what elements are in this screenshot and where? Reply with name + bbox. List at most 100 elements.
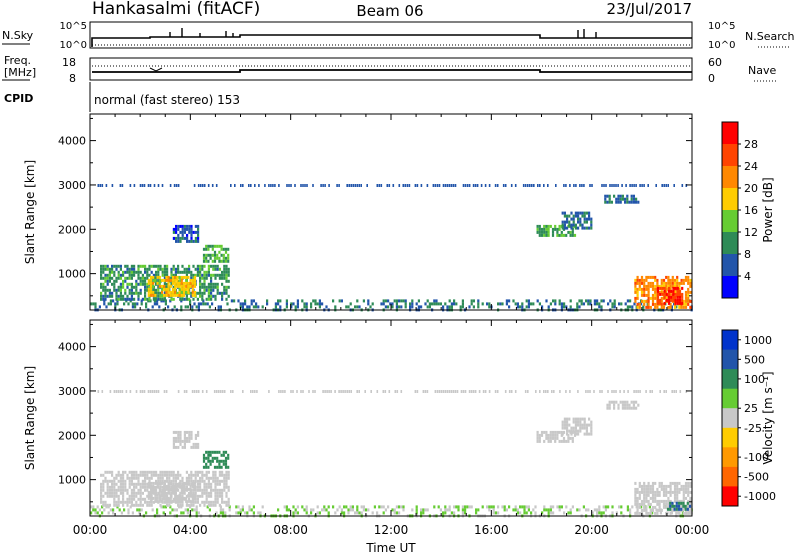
data-cell bbox=[182, 496, 186, 500]
data-cell bbox=[135, 291, 138, 295]
data-cell bbox=[127, 508, 130, 512]
data-cell bbox=[113, 285, 116, 289]
data-cell bbox=[354, 184, 356, 187]
data-cell bbox=[182, 293, 186, 297]
data-cell bbox=[100, 267, 103, 271]
data-cell bbox=[658, 481, 661, 485]
data-cell bbox=[204, 302, 207, 306]
data-cell bbox=[420, 508, 423, 512]
data-cell bbox=[131, 511, 134, 515]
colorbar-label: Velocity [m s⁻¹] bbox=[761, 371, 775, 464]
data-cell bbox=[305, 305, 308, 309]
data-cell bbox=[497, 511, 500, 515]
data-cell bbox=[222, 247, 225, 251]
data-cell bbox=[106, 482, 109, 486]
data-cell bbox=[684, 275, 688, 279]
data-cell bbox=[227, 273, 230, 277]
data-cell bbox=[525, 511, 528, 515]
data-cell bbox=[202, 302, 205, 306]
data-cell bbox=[566, 423, 569, 427]
data-cell bbox=[194, 500, 197, 504]
data-cell bbox=[175, 236, 178, 240]
data-cell bbox=[122, 503, 125, 507]
data-cell bbox=[450, 305, 453, 309]
data-cell bbox=[636, 499, 639, 503]
data-cell bbox=[183, 227, 186, 231]
data-cell bbox=[279, 305, 282, 309]
data-cell bbox=[166, 267, 169, 271]
data-cell bbox=[119, 264, 122, 268]
data-cell bbox=[580, 299, 583, 303]
data-cell bbox=[615, 400, 618, 404]
data-cell bbox=[570, 432, 573, 436]
data-cell bbox=[196, 500, 199, 504]
data-cell bbox=[159, 476, 162, 480]
data-cell bbox=[163, 284, 166, 288]
data-cell bbox=[194, 273, 197, 277]
data-cell bbox=[382, 505, 385, 509]
data-cell bbox=[312, 390, 314, 393]
data-cell bbox=[213, 390, 216, 393]
data-cell bbox=[685, 390, 688, 393]
data-cell bbox=[139, 184, 142, 187]
data-cell bbox=[676, 490, 679, 494]
data-cell bbox=[682, 487, 685, 491]
data-cell bbox=[184, 508, 187, 512]
data-cell bbox=[194, 239, 197, 243]
data-cell bbox=[527, 505, 530, 509]
data-cell bbox=[196, 479, 199, 483]
data-cell bbox=[121, 390, 124, 393]
data-cell bbox=[624, 400, 627, 404]
scatter-region bbox=[536, 224, 577, 237]
data-cell bbox=[139, 270, 142, 274]
data-cell bbox=[560, 230, 563, 234]
data-cell bbox=[665, 284, 668, 288]
x-axis-label: Time UT bbox=[365, 541, 416, 554]
data-cell bbox=[125, 299, 128, 303]
data-cell bbox=[660, 278, 663, 282]
data-cell bbox=[137, 297, 140, 301]
data-cell bbox=[651, 511, 654, 515]
data-cell bbox=[684, 511, 688, 515]
data-cell bbox=[199, 288, 202, 292]
data-cell bbox=[125, 390, 128, 393]
data-cell bbox=[130, 273, 133, 277]
data-cell bbox=[568, 220, 571, 224]
data-cell bbox=[117, 470, 120, 474]
data-cell bbox=[649, 487, 652, 491]
data-cell bbox=[135, 494, 138, 498]
data-cell bbox=[108, 291, 111, 295]
data-cell bbox=[174, 273, 177, 277]
data-cell bbox=[177, 227, 180, 231]
data-cell bbox=[145, 511, 148, 515]
data-cell bbox=[571, 230, 574, 234]
data-cell bbox=[160, 490, 164, 494]
data-cell bbox=[211, 259, 214, 263]
data-cell bbox=[196, 497, 199, 501]
data-cell bbox=[104, 297, 107, 301]
data-cell bbox=[600, 299, 603, 303]
data-cell bbox=[122, 497, 125, 501]
data-cell bbox=[540, 230, 544, 234]
data-cell bbox=[468, 184, 471, 187]
data-cell bbox=[310, 508, 313, 512]
data-cell bbox=[167, 290, 170, 294]
data-cell bbox=[185, 494, 188, 498]
scatter-region bbox=[172, 224, 200, 243]
data-cell bbox=[316, 511, 319, 515]
data-cell bbox=[676, 278, 679, 282]
data-cell bbox=[104, 294, 107, 298]
data-cell bbox=[558, 227, 561, 231]
data-cell bbox=[130, 479, 133, 483]
data-cell bbox=[124, 482, 127, 486]
data-cell bbox=[549, 505, 552, 509]
data-cell bbox=[606, 403, 609, 407]
data-cell bbox=[516, 508, 519, 512]
data-cell bbox=[149, 499, 153, 503]
data-cell bbox=[681, 184, 684, 187]
data-cell bbox=[621, 194, 624, 198]
data-cell bbox=[551, 436, 555, 440]
data-cell bbox=[185, 481, 188, 485]
data-cell bbox=[116, 299, 119, 303]
data-cell bbox=[459, 305, 462, 309]
